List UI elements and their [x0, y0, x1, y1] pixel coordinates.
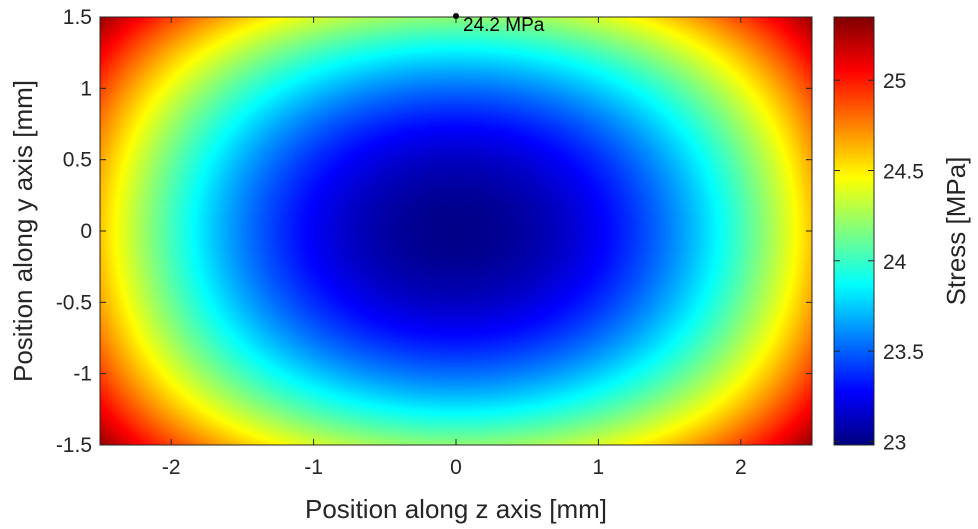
y-tick-label: 1 — [80, 77, 92, 100]
x-tick-label: 2 — [735, 456, 747, 479]
x-tick-label: -2 — [162, 456, 181, 479]
colorbar-tick-label: 23 — [883, 431, 906, 454]
heatmap-plot-area — [99, 16, 813, 446]
annotation-marker — [453, 13, 459, 19]
colorbar-tick-label: 25 — [883, 70, 906, 93]
colorbar-tick-label: 24.5 — [883, 161, 924, 184]
y-tick-label: 1.5 — [63, 6, 92, 29]
y-tick-label: 0.5 — [63, 149, 92, 172]
y-tick-label: -0.5 — [56, 291, 92, 314]
y-axis-title: Position along y axis [mm] — [8, 80, 38, 382]
colorbar-gradient — [834, 17, 874, 445]
x-tick-label: 0 — [450, 456, 462, 479]
colorbar-tick-label: 23.5 — [883, 341, 924, 364]
y-tick-label: -1.5 — [56, 434, 92, 457]
y-tick-label: -1 — [73, 363, 92, 386]
annotation-label: 24.2 MPa — [463, 15, 545, 36]
y-axis: 1.5 1 0.5 0 -0.5 -1 -1.5 — [56, 6, 812, 457]
x-tick-label: -1 — [304, 456, 323, 479]
x-axis: -2 -1 0 1 2 — [162, 17, 747, 479]
heatmap-field — [100, 17, 812, 445]
x-axis-title: Position along z axis [mm] — [305, 494, 607, 524]
x-tick-label: 1 — [593, 456, 605, 479]
colorbar-tick-label: 24 — [883, 251, 907, 274]
y-tick-label: 0 — [80, 220, 92, 243]
colorbar: 25 24.5 24 23.5 23 Stress [MPa] — [833, 16, 971, 454]
annotations: 24.2 MPa — [453, 13, 545, 36]
colorbar-frame — [833, 16, 875, 446]
colorbar-title: Stress [MPa] — [941, 157, 971, 306]
colorbar-ticks: 25 24.5 24 23.5 23 — [834, 70, 924, 454]
